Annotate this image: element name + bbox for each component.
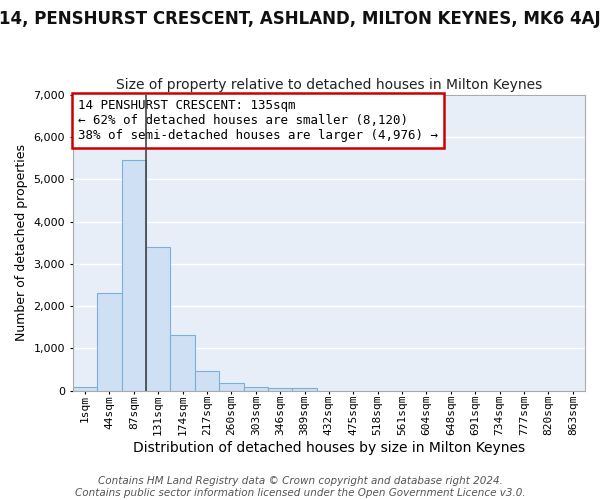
Bar: [219, 382, 244, 391]
Bar: [292, 388, 317, 391]
Bar: [170, 335, 195, 391]
Bar: [122, 160, 146, 391]
Bar: [73, 386, 97, 391]
Bar: [195, 372, 219, 391]
Text: 14 PENSHURST CRESCENT: 135sqm
← 62% of detached houses are smaller (8,120)
38% o: 14 PENSHURST CRESCENT: 135sqm ← 62% of d…: [78, 99, 438, 142]
Bar: [97, 294, 122, 391]
Bar: [146, 247, 170, 391]
Text: 14, PENSHURST CRESCENT, ASHLAND, MILTON KEYNES, MK6 4AJ: 14, PENSHURST CRESCENT, ASHLAND, MILTON …: [0, 10, 600, 28]
Bar: [244, 387, 268, 391]
X-axis label: Distribution of detached houses by size in Milton Keynes: Distribution of detached houses by size …: [133, 441, 525, 455]
Text: Contains HM Land Registry data © Crown copyright and database right 2024.
Contai: Contains HM Land Registry data © Crown c…: [74, 476, 526, 498]
Y-axis label: Number of detached properties: Number of detached properties: [15, 144, 28, 341]
Bar: [268, 388, 292, 391]
Title: Size of property relative to detached houses in Milton Keynes: Size of property relative to detached ho…: [116, 78, 542, 92]
